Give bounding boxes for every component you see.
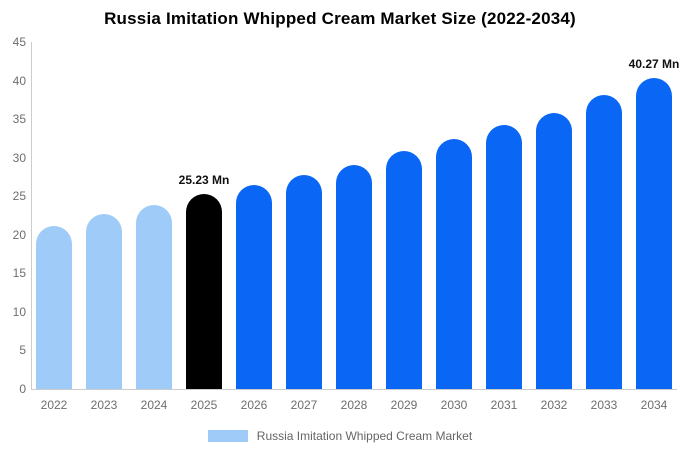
y-tick-25: 25 — [12, 189, 26, 204]
bar-value-label-2034: 40.27 Mn — [628, 57, 680, 72]
bar-2027[interactable] — [286, 175, 322, 389]
bar-2030[interactable] — [436, 139, 472, 389]
y-tick-15: 15 — [12, 266, 26, 281]
bar-2024[interactable] — [136, 204, 172, 389]
x-label-2028: 2028 — [340, 398, 368, 412]
bar-2028[interactable] — [336, 164, 372, 389]
bar-2031[interactable] — [486, 125, 522, 389]
x-label-2030: 2030 — [440, 398, 468, 412]
x-label-2026: 2026 — [240, 398, 268, 412]
y-tick-0: 0 — [19, 382, 26, 396]
x-label-2031: 2031 — [490, 398, 518, 412]
x-label-2022: 2022 — [40, 398, 68, 412]
y-tick-20: 20 — [12, 227, 26, 242]
x-label-2034: 2034 — [640, 398, 668, 412]
bar-2033[interactable] — [586, 95, 622, 389]
bar-value-label-2025: 25.23 Mn — [178, 173, 230, 188]
y-tick-40: 40 — [12, 73, 26, 88]
chart-title: Russia Imitation Whipped Cream Market Si… — [104, 9, 576, 28]
bar-2032[interactable] — [536, 112, 572, 389]
legend[interactable]: Russia Imitation Whipped Cream Market — [0, 429, 680, 443]
bar-2026[interactable] — [236, 184, 272, 389]
plot-area: 0 5 10 15 20 25 30 35 40 45 2022 2023 2024 2025 2026 2… — [13, 36, 680, 412]
y-tick-45: 45 — [12, 35, 26, 49]
bar-2034[interactable] — [636, 78, 672, 389]
y-tick-10: 10 — [12, 304, 26, 319]
x-label-2027: 2027 — [290, 398, 318, 412]
bar-2022[interactable] — [36, 225, 72, 389]
y-tick-35: 35 — [12, 112, 26, 127]
y-tick-30: 30 — [12, 150, 26, 165]
bar-2025[interactable] — [186, 194, 222, 389]
x-label-2033: 2033 — [590, 398, 618, 412]
x-label-2024: 2024 — [140, 398, 168, 412]
x-label-2025: 2025 — [190, 398, 218, 412]
x-label-2032: 2032 — [540, 398, 568, 412]
legend-label: Russia Imitation Whipped Cream Market — [256, 429, 473, 443]
y-tick-5: 5 — [19, 343, 26, 358]
legend-swatch — [207, 430, 248, 442]
bar-2029[interactable] — [386, 150, 422, 389]
bar-2023[interactable] — [86, 213, 122, 389]
x-label-2023: 2023 — [90, 398, 118, 412]
x-label-2029: 2029 — [390, 398, 418, 412]
